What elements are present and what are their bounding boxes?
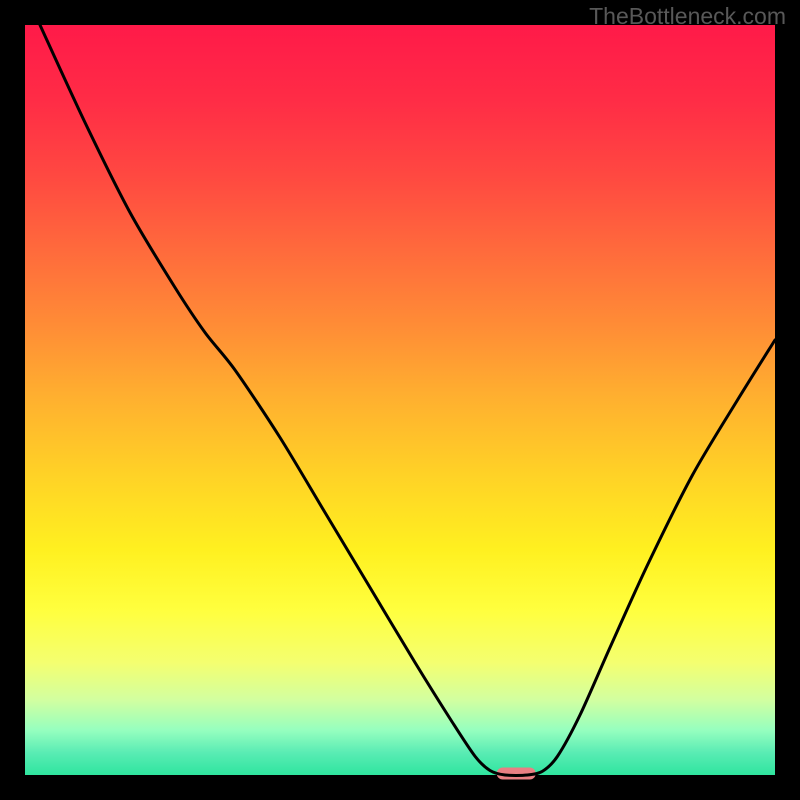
gradient-background xyxy=(25,25,775,775)
watermark-text: TheBottleneck.com xyxy=(589,3,786,30)
chart-container: TheBottleneck.com xyxy=(0,0,800,800)
